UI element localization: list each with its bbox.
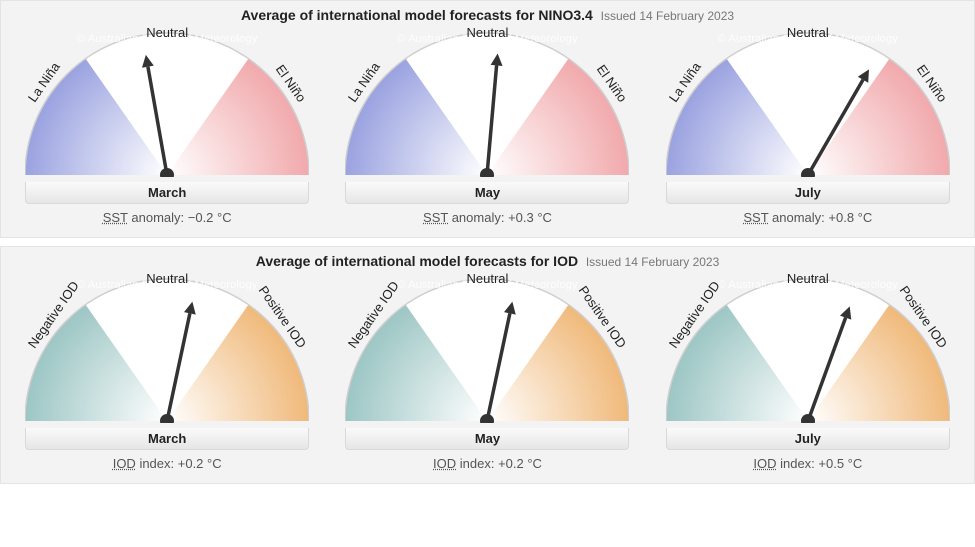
gauge-anomaly: SST anomaly: +0.3 °C [327, 204, 647, 231]
gauge-cell: © Australian Bureau of Meteorology Neutr… [648, 27, 968, 231]
gauge-anomaly: SST anomaly: +0.8 °C [648, 204, 968, 231]
gauge-cell: © Australian Bureau of Meteorology Neutr… [7, 27, 327, 231]
anomaly-word: index: [456, 456, 498, 471]
anomaly-word: anomaly: [448, 210, 508, 225]
gauge-svg [345, 273, 629, 423]
gauge-svg [666, 273, 950, 423]
panel-title-main: Average of international model forecasts… [241, 7, 593, 23]
gauge-cell: © Australian Bureau of Meteorology Neutr… [327, 273, 647, 477]
anomaly-word: index: [776, 456, 818, 471]
gauge-anomaly: IOD index: +0.2 °C [327, 450, 647, 477]
anomaly-word: anomaly: [768, 210, 828, 225]
gauge-svg [345, 27, 629, 177]
gauge-row: © Australian Bureau of Meteorology Neutr… [1, 273, 974, 483]
gauge-cell: © Australian Bureau of Meteorology Neutr… [648, 273, 968, 477]
gauge-month: July [666, 428, 950, 450]
gauge-month: July [666, 182, 950, 204]
anomaly-word: index: [136, 456, 178, 471]
gauge-svg [25, 273, 309, 423]
anomaly-value: +0.3 °C [508, 210, 552, 225]
gauge-svg [666, 27, 950, 177]
anomaly-value: +0.8 °C [828, 210, 872, 225]
anomaly-prefix: SST [103, 210, 128, 225]
gauge-wrap: © Australian Bureau of Meteorology Neutr… [25, 273, 309, 423]
gauge-row: © Australian Bureau of Meteorology Neutr… [1, 27, 974, 237]
anomaly-prefix: SST [743, 210, 768, 225]
gauge-wrap: © Australian Bureau of Meteorology Neutr… [345, 27, 629, 177]
gauge-wrap: © Australian Bureau of Meteorology Neutr… [666, 27, 950, 177]
anomaly-prefix: IOD [113, 456, 136, 471]
panel-1: Average of international model forecasts… [0, 246, 975, 484]
gauge-anomaly: IOD index: +0.5 °C [648, 450, 968, 477]
panel-title: Average of international model forecasts… [1, 1, 974, 27]
gauge-wrap: © Australian Bureau of Meteorology Neutr… [345, 273, 629, 423]
anomaly-prefix: IOD [433, 456, 456, 471]
gauge-wrap: © Australian Bureau of Meteorology Neutr… [25, 27, 309, 177]
panel-0: Average of international model forecasts… [0, 0, 975, 238]
anomaly-prefix: IOD [753, 456, 776, 471]
gauge-anomaly: SST anomaly: −0.2 °C [7, 204, 327, 231]
panel-title-issued: Issued 14 February 2023 [586, 255, 719, 269]
panel-title-main: Average of international model forecasts… [256, 253, 578, 269]
gauge-wrap: © Australian Bureau of Meteorology Neutr… [666, 273, 950, 423]
panel-title-issued: Issued 14 February 2023 [601, 9, 734, 23]
anomaly-word: anomaly: [128, 210, 188, 225]
gauge-month: May [345, 182, 629, 204]
gauge-svg [25, 27, 309, 177]
anomaly-value: +0.5 °C [818, 456, 862, 471]
panel-title: Average of international model forecasts… [1, 247, 974, 273]
gauge-month: March [25, 182, 309, 204]
gauge-anomaly: IOD index: +0.2 °C [7, 450, 327, 477]
anomaly-value: +0.2 °C [178, 456, 222, 471]
gauge-month: March [25, 428, 309, 450]
gauge-cell: © Australian Bureau of Meteorology Neutr… [327, 27, 647, 231]
gauge-cell: © Australian Bureau of Meteorology Neutr… [7, 273, 327, 477]
anomaly-value: −0.2 °C [188, 210, 232, 225]
anomaly-value: +0.2 °C [498, 456, 542, 471]
anomaly-prefix: SST [423, 210, 448, 225]
gauge-month: May [345, 428, 629, 450]
